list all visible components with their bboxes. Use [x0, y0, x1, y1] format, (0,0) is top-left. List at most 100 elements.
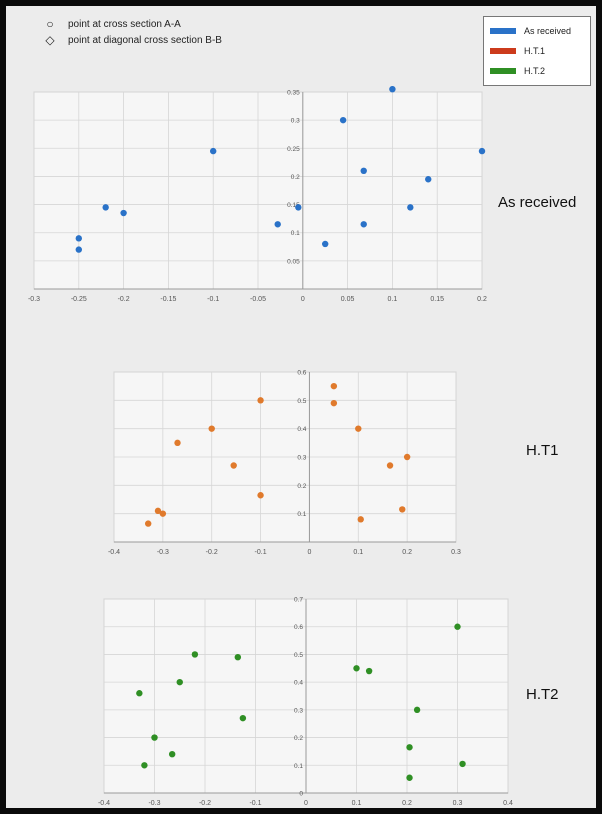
x-tick-label: -0.1 [207, 296, 219, 303]
data-point [230, 462, 237, 469]
data-point [407, 204, 414, 211]
data-point [459, 760, 466, 768]
y-tick-label: 0.35 [287, 90, 300, 97]
circle-icon: ○ [46, 17, 54, 31]
data-point [191, 651, 199, 658]
y-tick-label: 0.25 [287, 146, 300, 153]
y-tick-label: 0.15 [287, 202, 300, 209]
data-point [102, 204, 109, 211]
data-point [239, 714, 247, 722]
x-tick-label: -0.4 [98, 800, 110, 807]
legend-label: H.T.1 [524, 46, 546, 56]
y-tick-label: 0.1 [297, 511, 306, 518]
panel-label-as-received: As received [498, 194, 577, 211]
legend-item-ht1: H.T.1 [490, 41, 586, 61]
x-tick-label: 0.1 [388, 296, 398, 303]
y-tick-label: 0.1 [294, 763, 303, 770]
data-point [210, 147, 217, 155]
data-point [357, 516, 364, 523]
data-point [413, 706, 421, 714]
marker-shape-legend: ○ point at cross section A-A ◇ point at … [42, 16, 222, 48]
legend-label: As received [524, 26, 572, 36]
x-tick-label: -0.05 [250, 296, 266, 303]
shape-legend-item-diamond: ◇ point at diagonal cross section B-B [42, 32, 222, 48]
data-point [454, 623, 461, 630]
panel-label-ht1: H.T1 [526, 442, 559, 459]
data-point [386, 462, 394, 469]
data-point [136, 690, 143, 697]
y-tick-label: 0.3 [291, 118, 300, 125]
data-point [168, 751, 176, 758]
x-tick-label: 0.2 [402, 800, 412, 807]
data-point [75, 246, 82, 253]
data-point [151, 734, 158, 741]
y-tick-label: 0.4 [294, 680, 303, 687]
y-tick-label: 0.2 [297, 483, 306, 490]
scatter-plot-ht1: -0.4 -0.3 -0.2 -0.1 0 0.1 0.2 0.3 0.1 0.2 0.3 0.4 0.… [108, 370, 461, 557]
y-tick-label: 0.5 [297, 398, 306, 405]
x-tick-label: 0.4 [503, 800, 513, 807]
data-point [174, 439, 181, 447]
legend-item-ht2: H.T.2 [490, 61, 586, 81]
y-tick-label: 0.2 [291, 174, 300, 181]
y-tick-label: 0.3 [294, 707, 303, 714]
data-point [406, 744, 413, 751]
data-point [141, 762, 148, 769]
y-tick-label: 0.7 [294, 597, 303, 604]
x-tick-label: -0.4 [108, 549, 120, 556]
x-tick-label: 0.15 [430, 296, 444, 303]
data-point [365, 667, 373, 675]
data-point [257, 397, 264, 404]
x-tick-label: 0.3 [453, 800, 463, 807]
scatter-plot-as-received: -0.3 -0.25 -0.2 -0.15 -0.1 -0.05 0 0.05 0.1 0.15 0… [28, 86, 487, 303]
x-tick-label: 0 [307, 549, 311, 556]
x-tick-label: -0.3 [28, 296, 40, 303]
x-tick-label: 0.1 [353, 549, 363, 556]
data-point [159, 510, 167, 517]
legend-swatch [490, 48, 516, 54]
x-tick-label: 0.2 [402, 549, 412, 556]
series-legend: As received H.T.1 H.T.2 [483, 16, 591, 86]
x-tick-label: -0.2 [118, 296, 130, 303]
y-tick-label: 0.2 [294, 735, 303, 742]
legend-label: H.T.2 [524, 66, 546, 76]
data-point [339, 116, 347, 124]
data-point [353, 665, 360, 672]
data-point [295, 204, 302, 211]
data-point [208, 425, 215, 432]
data-point [406, 774, 413, 781]
panel-label-ht2: H.T2 [526, 686, 559, 703]
legend-swatch [490, 68, 516, 74]
y-tick-label: 0.1 [291, 230, 300, 237]
data-point [274, 221, 281, 228]
data-point [120, 209, 127, 217]
shape-legend-label: point at cross section A-A [68, 18, 181, 30]
y-tick-label: 0.4 [297, 426, 306, 433]
legend-swatch [490, 28, 516, 34]
scatter-plot-ht2: -0.4 -0.3 -0.2 -0.1 0 0.1 0.2 0.3 0.4 0 0.1 0.2 0.3 0… [98, 597, 513, 808]
legend-item-as-received: As received [490, 21, 586, 41]
data-point [360, 221, 367, 228]
x-tick-label: -0.1 [249, 800, 261, 807]
data-point [478, 147, 486, 155]
x-tick-label: -0.2 [199, 800, 211, 807]
x-tick-label: 0.2 [477, 296, 487, 303]
data-point [399, 506, 406, 513]
shape-legend-label: point at diagonal cross section B-B [68, 34, 222, 46]
data-point [176, 678, 183, 686]
data-point [322, 240, 329, 248]
diamond-icon: ◇ [45, 33, 55, 47]
x-tick-label: -0.3 [157, 549, 169, 556]
data-point [154, 507, 162, 515]
y-tick-label: 0.6 [297, 370, 306, 377]
x-tick-label: 0 [301, 296, 305, 303]
y-tick-label: 0.05 [287, 258, 300, 265]
data-point [330, 382, 338, 390]
data-point [389, 86, 396, 93]
data-point [403, 453, 411, 461]
data-point [257, 492, 264, 499]
data-point [330, 399, 338, 407]
x-tick-label: 0.05 [341, 296, 355, 303]
data-point [145, 520, 152, 527]
